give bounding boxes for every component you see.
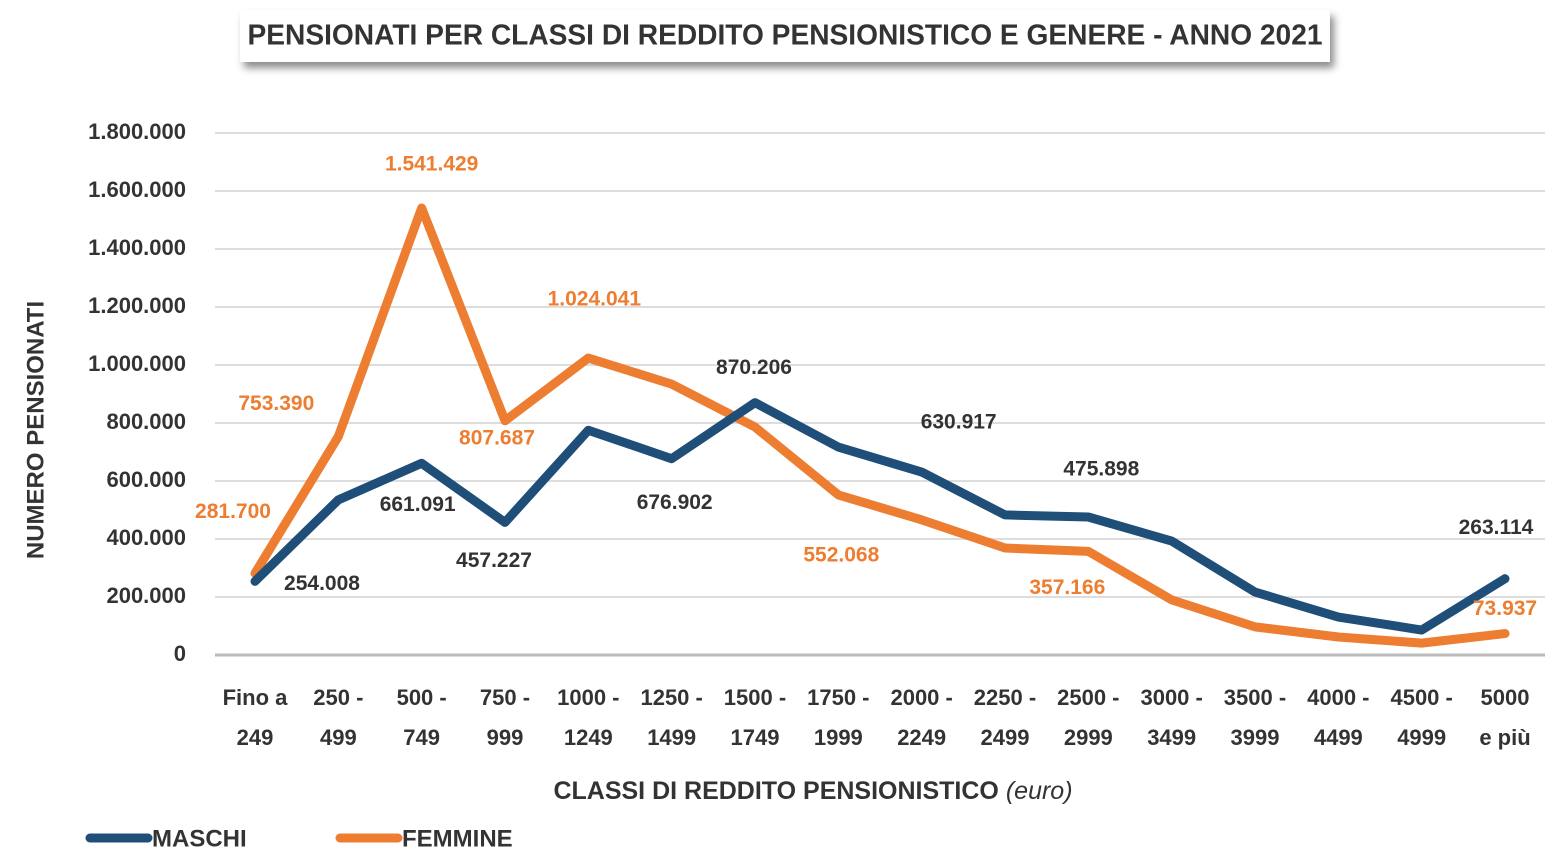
x-tick-label: 2499 bbox=[981, 725, 1030, 750]
legend-label: FEMMINE bbox=[402, 825, 513, 852]
y-tick-label: 1.800.000 bbox=[88, 119, 186, 144]
chart-title: PENSIONATI PER CLASSI DI REDDITO PENSION… bbox=[248, 20, 1323, 52]
x-tick-label: 4499 bbox=[1314, 725, 1363, 750]
x-tick-label: 4000 - bbox=[1307, 685, 1369, 710]
title-box bbox=[240, 10, 1330, 62]
y-tick-label: 0 bbox=[174, 641, 186, 666]
y-tick-label: 800.000 bbox=[106, 409, 186, 434]
data-label: 254.008 bbox=[284, 572, 360, 595]
x-tick-label: 4999 bbox=[1397, 725, 1446, 750]
x-tick-label: 4500 - bbox=[1390, 685, 1452, 710]
x-tick-label: 5000 bbox=[1481, 685, 1530, 710]
data-label: 475.898 bbox=[1063, 458, 1139, 481]
x-tick-label: 499 bbox=[320, 725, 357, 750]
x-tick-label: 3500 - bbox=[1224, 685, 1286, 710]
x-tick-label: 1500 - bbox=[724, 685, 786, 710]
x-axis-label: CLASSI DI REDDITO PENSIONISTICO (euro) bbox=[553, 777, 1072, 805]
x-tick-label: 999 bbox=[487, 725, 524, 750]
series-line bbox=[250, 203, 1510, 648]
data-label: 552.068 bbox=[803, 543, 879, 566]
y-tick-label: 1.400.000 bbox=[88, 235, 186, 260]
x-tick-label: 2250 - bbox=[974, 685, 1036, 710]
data-label: 870.206 bbox=[716, 356, 792, 379]
y-tick-label: 1.000.000 bbox=[88, 351, 186, 376]
x-tick-label: 249 bbox=[237, 725, 274, 750]
x-tick-label: Fino a bbox=[223, 685, 289, 710]
data-label: 661.091 bbox=[380, 493, 456, 516]
y-tick-label: 600.000 bbox=[106, 467, 186, 492]
data-label: 1.024.041 bbox=[548, 288, 642, 311]
legend-label: MASCHI bbox=[152, 825, 247, 852]
data-label: 457.227 bbox=[456, 549, 532, 572]
x-tick-label: 2999 bbox=[1064, 725, 1113, 750]
y-tick-label: 200.000 bbox=[106, 583, 186, 608]
x-tick-label: 500 - bbox=[397, 685, 447, 710]
x-tick-label: 2500 - bbox=[1057, 685, 1119, 710]
y-tick-label: 400.000 bbox=[106, 525, 186, 550]
y-tick-label: 1.600.000 bbox=[88, 177, 186, 202]
x-tick-label: 3000 - bbox=[1140, 685, 1202, 710]
x-tick-label: 2000 - bbox=[890, 685, 952, 710]
data-label: 281.700 bbox=[195, 500, 271, 523]
x-tick-label: 749 bbox=[403, 725, 440, 750]
x-tick-label: 3999 bbox=[1231, 725, 1280, 750]
x-tick-label: 750 - bbox=[480, 685, 530, 710]
x-tick-label: 1000 - bbox=[557, 685, 619, 710]
x-tick-label: 3499 bbox=[1147, 725, 1196, 750]
data-label: 73.937 bbox=[1473, 597, 1537, 620]
data-label: 676.902 bbox=[637, 491, 713, 514]
x-tick-label: 1999 bbox=[814, 725, 863, 750]
data-label: 630.917 bbox=[921, 411, 997, 434]
x-tick-label: 2249 bbox=[897, 725, 946, 750]
series-line bbox=[250, 398, 1510, 635]
x-tick-label: 1249 bbox=[564, 725, 613, 750]
x-tick-label: 1750 - bbox=[807, 685, 869, 710]
y-tick-label: 1.200.000 bbox=[88, 293, 186, 318]
data-label: 1.541.429 bbox=[385, 153, 478, 176]
x-tick-label: 1749 bbox=[731, 725, 780, 750]
data-label: 753.390 bbox=[238, 392, 314, 415]
x-tick-label: e più bbox=[1479, 725, 1530, 750]
x-tick-label: 250 - bbox=[313, 685, 363, 710]
x-axis-label-main: CLASSI DI REDDITO PENSIONISTICO bbox=[553, 777, 998, 805]
x-axis-label-unit: (euro) bbox=[1006, 777, 1073, 805]
x-tick-label: 1499 bbox=[647, 725, 696, 750]
data-label: 357.166 bbox=[1029, 576, 1105, 599]
data-label: 807.687 bbox=[459, 426, 535, 449]
x-tick-label: 1250 - bbox=[640, 685, 702, 710]
data-label: 263.114 bbox=[1459, 516, 1534, 539]
y-axis-label: NUMERO PENSIONATI bbox=[22, 301, 49, 559]
